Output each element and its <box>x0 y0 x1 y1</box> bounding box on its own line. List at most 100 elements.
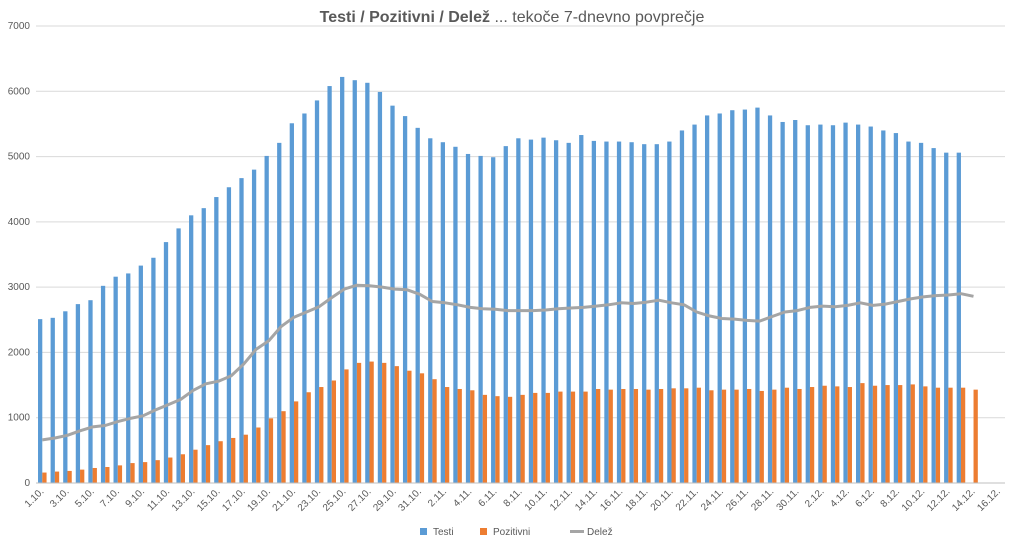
bar-testi <box>365 82 370 483</box>
bar-pozitivni <box>835 386 840 483</box>
bar-testi <box>503 146 508 483</box>
bar-pozitivni <box>898 385 903 483</box>
bar-pozitivni <box>419 373 425 483</box>
bar-pozitivni <box>910 384 915 483</box>
bar-testi <box>780 121 785 483</box>
bar-pozitivni <box>923 386 928 483</box>
bar-testi <box>201 208 206 483</box>
bar-pozitivni <box>67 470 72 483</box>
bar-pozitivni <box>382 362 387 483</box>
bar-pozitivni <box>42 472 47 483</box>
bar-testi <box>100 285 106 483</box>
bar-testi <box>340 76 345 484</box>
bar-pozitivni <box>369 361 374 483</box>
bar-pozitivni <box>507 396 513 483</box>
bar-pozitivni <box>482 394 488 483</box>
x-tick-label: 14.11. <box>573 486 600 513</box>
bar-testi <box>704 115 710 483</box>
bar-testi <box>767 115 773 483</box>
bar-pozitivni <box>130 463 135 483</box>
bar-pozitivni <box>684 388 689 483</box>
bar-testi <box>390 105 395 484</box>
bar-testi <box>352 80 357 484</box>
bar-testi <box>163 242 169 483</box>
bar-pozitivni <box>658 388 664 483</box>
bar-pozitivni <box>709 390 714 483</box>
x-tick-label: 27.10. <box>346 486 373 513</box>
bar-pozitivni <box>948 387 953 483</box>
legend-label-pozitivni: Pozitivni <box>493 527 530 538</box>
x-tick-label: 9.10. <box>124 486 148 510</box>
bar-pozitivni <box>319 387 324 483</box>
bar-testi <box>88 300 93 483</box>
bar-pozitivni <box>331 380 337 483</box>
x-tick-label: 15.10. <box>195 486 222 513</box>
bar-pozitivni <box>570 391 576 483</box>
bar-pozitivni <box>268 418 274 483</box>
bar-testi <box>302 113 307 484</box>
bar-pozitivni <box>394 366 399 483</box>
bar-testi <box>402 116 408 483</box>
y-tick-label: 2000 <box>8 347 31 358</box>
bar-testi <box>478 155 483 483</box>
bar-testi <box>289 123 294 484</box>
bar-pozitivni <box>356 362 362 483</box>
bar-pozitivni <box>293 401 299 483</box>
y-tick-label: 1000 <box>8 413 31 424</box>
bar-testi <box>793 120 798 484</box>
x-tick-label: 28.11. <box>749 486 776 513</box>
bar-pozitivni <box>432 379 437 483</box>
bar-pozitivni <box>860 383 865 483</box>
bar-pozitivni <box>256 427 261 483</box>
bar-testi <box>264 155 269 483</box>
x-tick-label: 6.12. <box>853 486 877 510</box>
bar-pozitivni <box>608 389 613 483</box>
legend-label-testi: Testi <box>433 527 454 538</box>
x-tick-label: 24.11. <box>699 486 726 513</box>
x-tick-label: 17.10. <box>220 486 247 513</box>
x-tick-label: 3.10. <box>48 486 72 510</box>
bar-pozitivni <box>671 388 676 483</box>
bar-testi <box>654 144 659 483</box>
bar-pozitivni <box>545 392 550 483</box>
bar-pozitivni <box>533 392 538 483</box>
bar-pozitivni <box>243 434 248 483</box>
bar-pozitivni <box>973 389 978 483</box>
bar-pozitivni <box>935 387 941 483</box>
chart-title-bold: Testi / Pozitivni / Delež <box>319 9 491 26</box>
bar-testi <box>251 169 257 483</box>
bar-pozitivni <box>444 387 450 483</box>
x-tick-label: 26.11. <box>724 486 751 513</box>
bar-pozitivni <box>193 449 198 483</box>
bar-testi <box>616 141 622 483</box>
bar-testi <box>944 152 949 483</box>
y-tick-label: 3000 <box>8 282 31 293</box>
bar-testi <box>277 142 282 483</box>
bar-testi <box>226 187 232 483</box>
bar-pozitivni <box>281 411 286 483</box>
bar-pozitivni <box>495 396 500 483</box>
bar-pozitivni <box>205 445 211 483</box>
bar-testi <box>755 107 760 483</box>
legend-swatch-pozitivni <box>480 528 487 535</box>
bar-testi <box>50 317 55 483</box>
x-tick-label: 2.12. <box>803 486 827 510</box>
x-tick-label: 29.10. <box>371 486 398 513</box>
bar-testi <box>189 215 194 484</box>
bar-testi <box>629 142 634 484</box>
bar-pozitivni <box>583 391 588 483</box>
y-tick-label: 7000 <box>8 21 31 32</box>
x-tick-label: 25.10. <box>321 486 348 513</box>
bar-testi <box>818 124 823 484</box>
bar-pozitivni <box>344 369 349 483</box>
legend-label-delež: Delež <box>587 527 613 538</box>
bar-testi <box>805 125 810 483</box>
x-tick-label: 8.11. <box>502 486 525 509</box>
bar-pozitivni <box>646 389 651 483</box>
bar-testi <box>591 140 597 483</box>
bar-pozitivni <box>218 441 223 483</box>
bar-testi <box>893 133 899 483</box>
bar-pozitivni <box>520 394 525 483</box>
